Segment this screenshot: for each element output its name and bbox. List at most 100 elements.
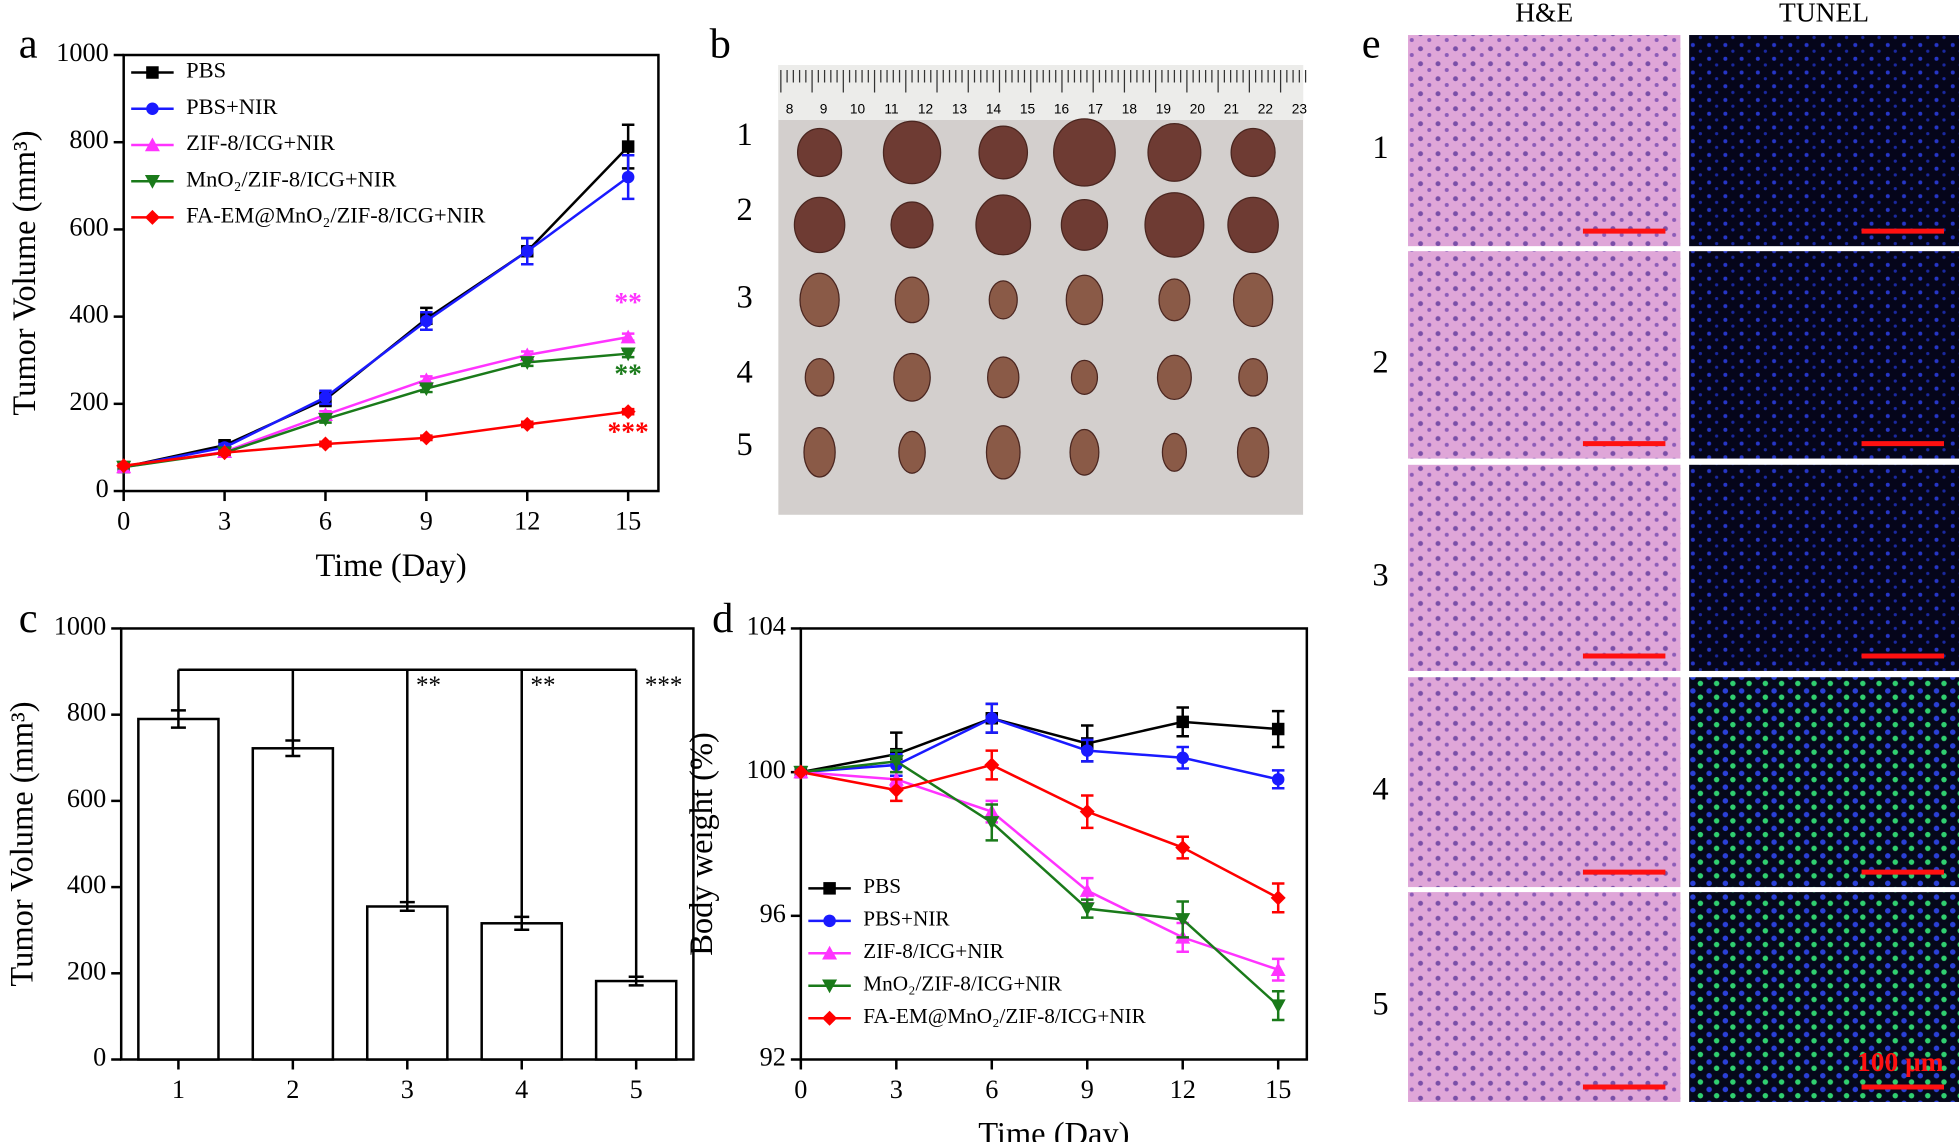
y-tick-label: 104 xyxy=(747,611,786,640)
panel-label: b xyxy=(710,20,731,67)
legend-marker xyxy=(144,174,160,189)
marker xyxy=(888,782,904,798)
marker xyxy=(418,430,434,446)
marker xyxy=(984,757,1000,773)
row-label: 3 xyxy=(737,279,753,315)
micrograph xyxy=(1408,251,1681,459)
x-tick-label: 12 xyxy=(514,507,540,536)
ruler-label: 19 xyxy=(1156,102,1171,117)
row-label: 5 xyxy=(1372,986,1388,1022)
ruler xyxy=(778,65,1304,120)
y-tick-label: 1000 xyxy=(54,611,106,640)
x-tick-label: 9 xyxy=(1081,1075,1094,1104)
tumor xyxy=(988,280,1018,320)
series-line xyxy=(800,763,1279,899)
bar xyxy=(365,905,449,1061)
tumor xyxy=(1161,432,1188,472)
series-line xyxy=(123,410,629,467)
marker xyxy=(1176,751,1189,765)
tumor xyxy=(987,356,1020,399)
marker xyxy=(621,170,635,184)
marker xyxy=(317,436,333,452)
y-tick-label: 200 xyxy=(69,387,108,416)
row-label: 2 xyxy=(1372,344,1388,380)
tumor xyxy=(1147,123,1202,182)
micrograph xyxy=(1408,464,1681,671)
marker xyxy=(984,816,1000,830)
y-axis-title: Tumor Volume (mm³) xyxy=(4,701,40,986)
series-line xyxy=(123,176,629,469)
row-label: 1 xyxy=(1372,130,1388,166)
marker xyxy=(217,445,233,461)
legend-label: ZIF-8/ICG+NIR xyxy=(186,130,335,155)
scale-bar-label: 100 μm xyxy=(1857,1047,1944,1077)
row-label: 4 xyxy=(737,354,753,390)
tumor xyxy=(1158,278,1191,322)
micrograph xyxy=(1408,677,1681,888)
x-tick-label: 15 xyxy=(615,507,641,536)
row-label: 3 xyxy=(1372,557,1388,593)
marker xyxy=(1270,890,1286,906)
x-axis-title: Time (Day) xyxy=(315,548,466,584)
tumor xyxy=(985,425,1021,480)
marker xyxy=(620,404,636,420)
tumor xyxy=(893,352,931,402)
tumor xyxy=(1069,428,1100,476)
marker xyxy=(621,140,635,153)
marker xyxy=(418,382,434,397)
ruler-label: 14 xyxy=(986,102,1002,117)
tumor xyxy=(1053,118,1116,187)
x-tick-label: 6 xyxy=(319,507,332,536)
tumor xyxy=(898,430,926,474)
y-tick-label: 600 xyxy=(67,784,106,813)
tumor xyxy=(1144,192,1205,258)
ruler-label: 12 xyxy=(918,102,933,117)
marker xyxy=(1176,715,1189,729)
x-tick-label: 0 xyxy=(117,507,130,536)
marker xyxy=(1079,804,1095,820)
marker xyxy=(1175,913,1191,927)
marker xyxy=(1079,883,1095,897)
legend-marker xyxy=(144,137,160,152)
marker xyxy=(519,416,535,432)
significance-label: ** xyxy=(614,287,641,317)
tumor xyxy=(803,426,836,478)
tumor xyxy=(1065,274,1104,326)
y-axis-title: Body weight (%) xyxy=(684,732,720,956)
ruler-label: 15 xyxy=(1020,102,1036,117)
y-tick-label: 800 xyxy=(67,698,106,727)
marker xyxy=(793,764,809,780)
marker xyxy=(420,314,433,328)
legend-label: PBS+NIR xyxy=(863,907,950,931)
significance-label: *** xyxy=(608,416,649,446)
x-tick-label: 3 xyxy=(401,1075,414,1104)
y-tick-label: 96 xyxy=(760,899,786,928)
tumor xyxy=(804,358,835,397)
tumor xyxy=(1060,199,1109,251)
ruler-label: 10 xyxy=(850,102,866,117)
x-tick-label: 4 xyxy=(515,1075,528,1104)
x-tick-label: 0 xyxy=(794,1075,807,1104)
y-tick-label: 1000 xyxy=(56,38,108,67)
tumor xyxy=(975,194,1032,256)
y-tick-label: 800 xyxy=(69,125,108,154)
micrograph xyxy=(1408,35,1681,247)
bar xyxy=(480,922,564,1061)
y-tick-label: 600 xyxy=(69,212,108,241)
tumor xyxy=(894,276,930,324)
legend-marker xyxy=(146,102,159,115)
panel-label: d xyxy=(712,595,733,642)
legend-label: PBS+NIR xyxy=(186,94,277,119)
legend-marker xyxy=(822,1010,838,1026)
y-axis-title: Tumor Volume (mm³) xyxy=(7,130,43,415)
tumor xyxy=(1156,354,1192,401)
tumor xyxy=(1230,127,1276,178)
series-line xyxy=(123,145,630,469)
bar xyxy=(251,747,335,1061)
legend-marker xyxy=(822,979,838,994)
x-tick-label: 6 xyxy=(985,1075,998,1104)
x-tick-label: 15 xyxy=(1265,1075,1291,1104)
y-tick-label: 100 xyxy=(747,755,786,784)
series-line xyxy=(800,716,1279,781)
x-tick-label: 3 xyxy=(218,507,231,536)
